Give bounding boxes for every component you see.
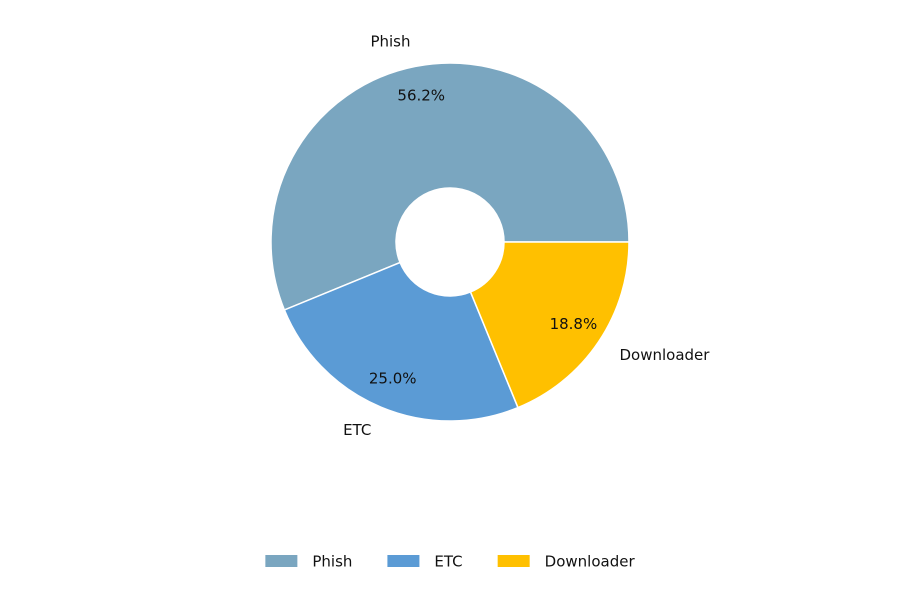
slice-label: Downloader [619,346,710,364]
slice-label: Phish [370,32,410,50]
percent-label: 25.0% [369,370,417,388]
percent-label: 18.8% [550,315,598,333]
legend-swatch [497,555,530,567]
donut-slice [270,62,630,311]
donut-slice [469,241,630,409]
slice-label: ETC [343,421,371,439]
legend-label: Downloader [545,553,636,571]
percent-label: 56.2% [397,87,445,105]
legend-label: Phish [312,553,352,571]
legend-swatch [387,555,420,567]
legend-swatch [265,555,298,567]
donut-slice [283,261,519,422]
legend-label: ETC [434,553,462,571]
